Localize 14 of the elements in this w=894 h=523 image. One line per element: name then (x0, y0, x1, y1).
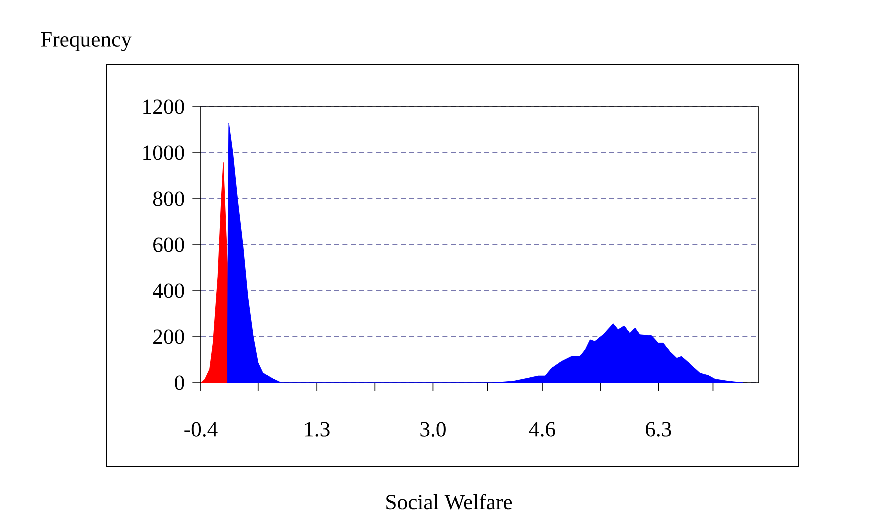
y-tick-label: 1000 (144, 146, 184, 160)
y-tick-label: 0 (175, 376, 184, 390)
y-tick-label: 200 (154, 330, 184, 344)
y-tick-label: 1200 (144, 100, 184, 114)
x-tick-label: -0.4 (184, 422, 218, 437)
y-axis-title: Frequency (41, 32, 132, 52)
x-axis-title: Social Welfare (386, 494, 512, 510)
y-tick-label: 600 (154, 238, 184, 252)
y-tick-label: 800 (153, 192, 184, 206)
y-tick-label: 400 (153, 284, 184, 298)
x-tick-label: 4.6 (529, 422, 556, 437)
x-tick-label: 6.3 (646, 422, 672, 437)
x-tick-label: 3.0 (420, 422, 446, 437)
x-tick-label: 1.3 (305, 422, 330, 437)
